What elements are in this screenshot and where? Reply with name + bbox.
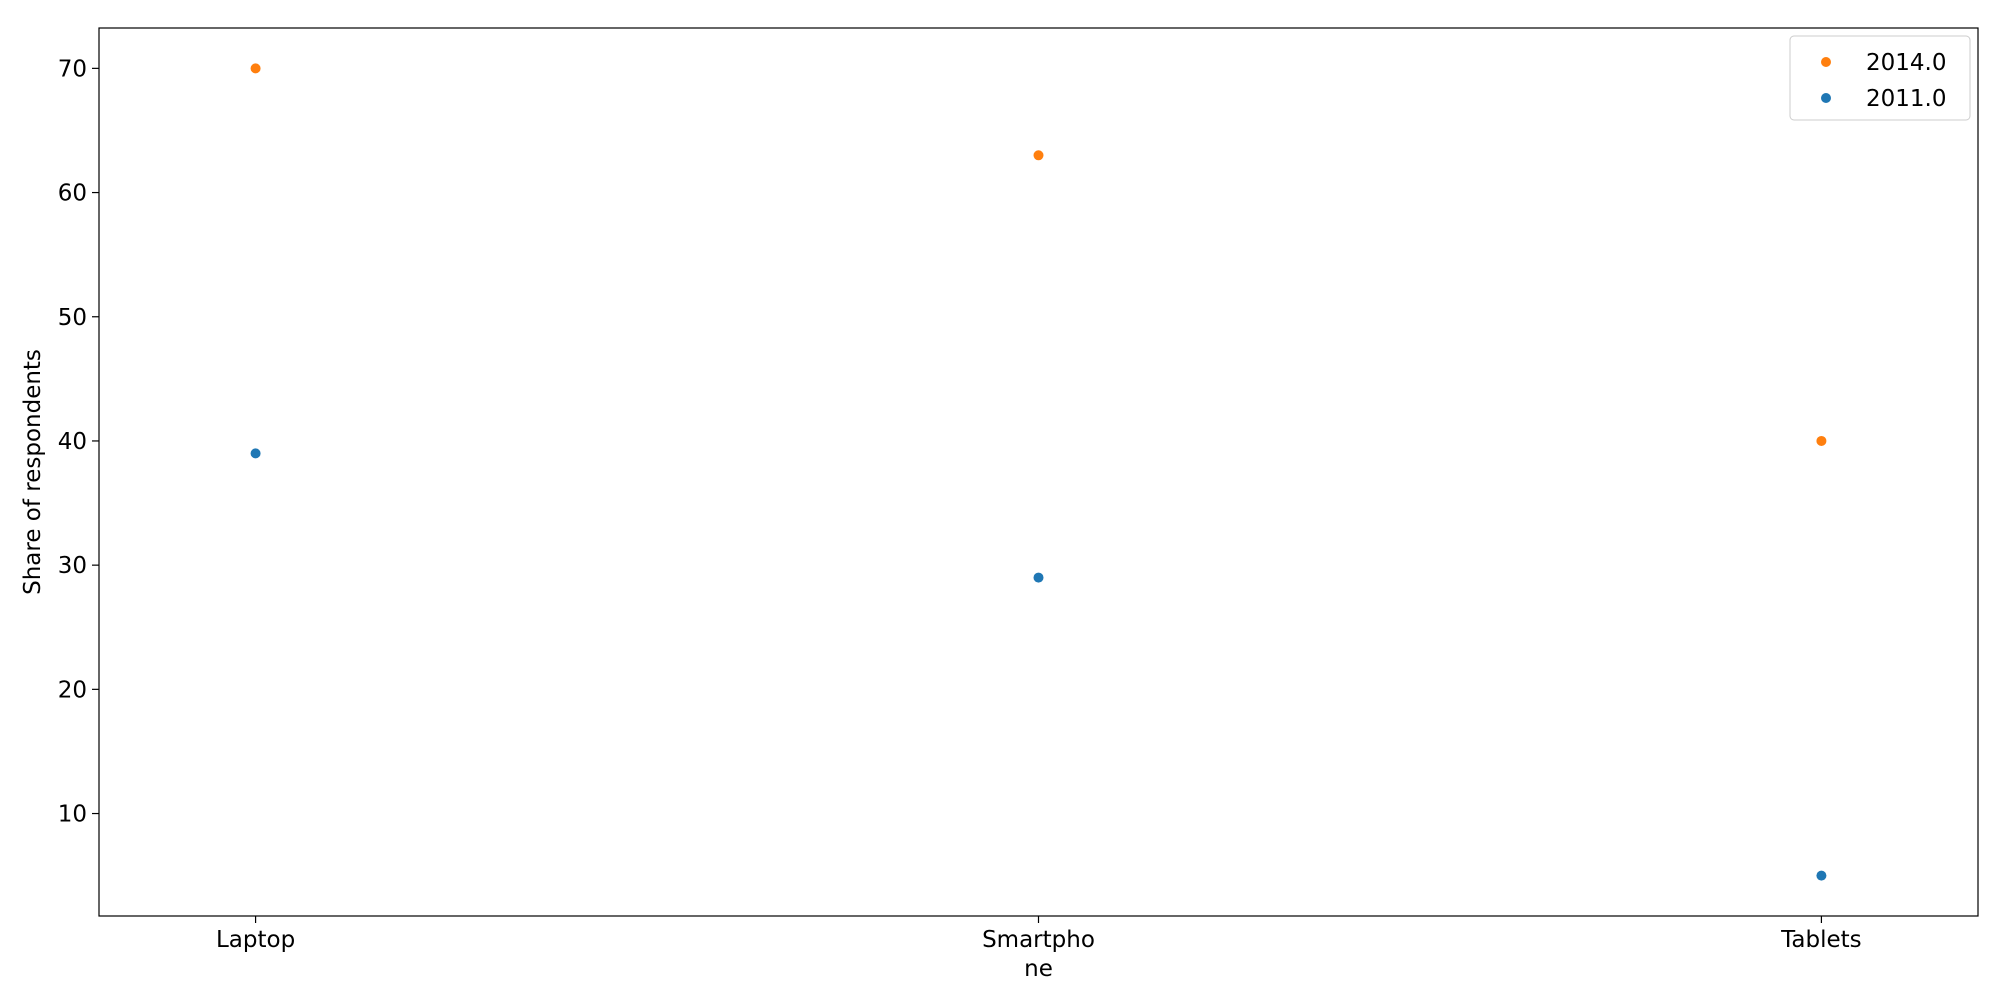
x-tick-label: Laptop [216, 927, 295, 953]
legend: 2014.0 2011.0 [1789, 35, 1971, 121]
y-tick-label: 60 [58, 181, 87, 207]
y-tick-label: 20 [58, 677, 87, 703]
data-point-series-0 [250, 63, 261, 74]
y-tick-label: 40 [58, 429, 87, 455]
legend-label: 2014.0 [1866, 50, 1946, 76]
legend-label: 2011.0 [1866, 86, 1946, 112]
x-tick-label: Smartpho ne [982, 927, 1095, 982]
y-tick-label: 70 [58, 56, 87, 82]
data-point-series-1 [1816, 870, 1827, 881]
y-tick-label: 30 [58, 553, 87, 579]
y-tick-label: 50 [58, 305, 87, 331]
legend-box [1789, 35, 1971, 121]
data-point-series-0 [1033, 150, 1044, 161]
data-point-series-1 [1033, 572, 1044, 583]
legend-marker [1821, 57, 1831, 67]
x-tick-label: Tablets [1780, 927, 1861, 953]
data-point-series-0 [1816, 435, 1827, 446]
x-axis: Laptop Smartpho ne Tablets [216, 916, 1862, 982]
y-axis: 10 20 30 40 50 60 70 [58, 56, 99, 828]
y-tick-label: 10 [58, 802, 87, 828]
data-point-series-1 [250, 448, 261, 459]
legend-marker [1821, 93, 1831, 103]
plot-marks [250, 63, 1827, 881]
y-axis-label: Share of respondents [20, 349, 46, 595]
